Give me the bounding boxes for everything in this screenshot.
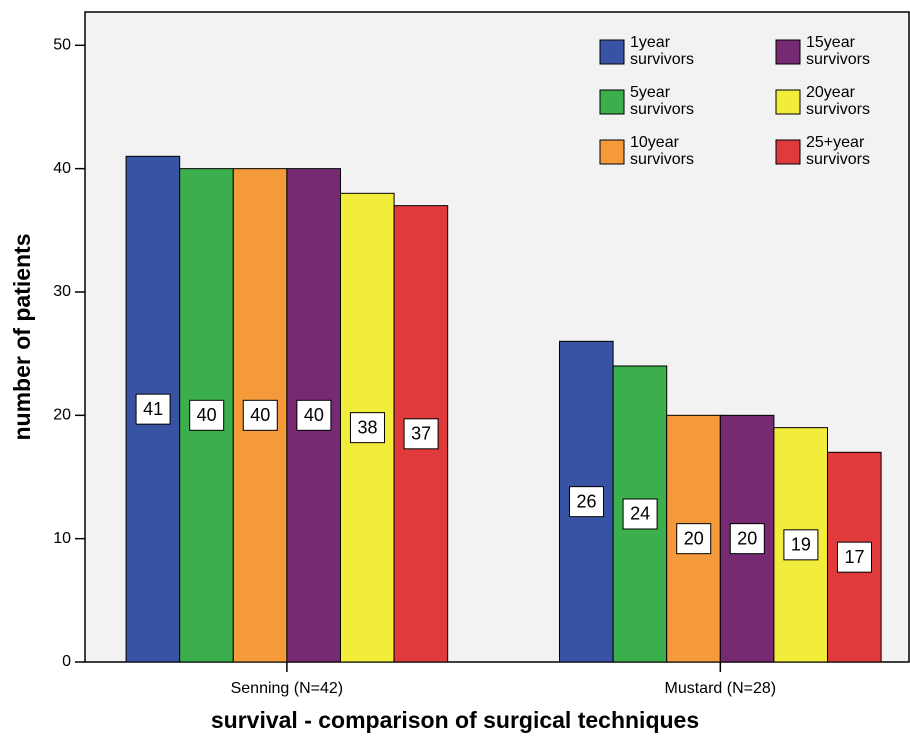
legend-label: 1year survivors — [630, 34, 695, 68]
data-label: 40 — [197, 405, 217, 425]
data-label-box — [296, 399, 332, 431]
data-label: 24 — [630, 504, 650, 524]
data-label-box — [135, 393, 171, 425]
data-label: 19 — [791, 535, 811, 555]
legend-swatch — [599, 39, 625, 65]
data-label-box — [403, 418, 439, 450]
legend-swatch — [775, 39, 801, 65]
x-tick-label: Senning (N=42) — [231, 680, 344, 697]
x-axis-title: survival - comparison of surgical techni… — [211, 707, 699, 733]
y-tick-label: 10 — [53, 530, 71, 547]
data-label-box — [729, 523, 765, 555]
data-label: 40 — [304, 405, 324, 425]
legend-swatch — [775, 89, 801, 115]
legend-label: 15year survivors — [806, 34, 871, 68]
y-tick-label: 50 — [53, 37, 71, 54]
y-tick-label: 40 — [53, 160, 71, 177]
x-tick-label: Mustard (N=28) — [665, 680, 777, 697]
y-tick-label: 20 — [53, 407, 71, 424]
data-label-box — [837, 541, 873, 573]
data-label: 26 — [576, 491, 596, 511]
y-tick-label: 30 — [53, 283, 71, 300]
legend-label: 5year survivors — [630, 84, 695, 118]
data-label-box — [242, 399, 278, 431]
y-tick-label: 0 — [62, 653, 71, 670]
data-label: 20 — [737, 528, 757, 548]
y-axis-title: number of patients — [9, 233, 35, 440]
legend-label: 20year survivors — [806, 84, 871, 118]
data-label-box — [622, 498, 658, 530]
legend-label: 10year survivors — [630, 134, 695, 168]
data-label: 38 — [357, 417, 377, 437]
data-label: 37 — [411, 424, 431, 444]
data-label: 20 — [684, 528, 704, 548]
data-label-box — [189, 399, 225, 431]
data-label-box — [676, 523, 712, 555]
data-label: 40 — [250, 405, 270, 425]
data-label: 17 — [844, 547, 864, 567]
data-label: 41 — [143, 399, 163, 419]
legend-swatch — [599, 139, 625, 165]
legend-swatch — [599, 89, 625, 115]
data-label-box — [783, 529, 819, 561]
bar — [559, 340, 614, 663]
legend-swatch — [775, 139, 801, 165]
data-label-box — [349, 412, 385, 444]
data-label-box — [569, 486, 605, 518]
legend-label: 25+year survivors — [806, 134, 871, 168]
